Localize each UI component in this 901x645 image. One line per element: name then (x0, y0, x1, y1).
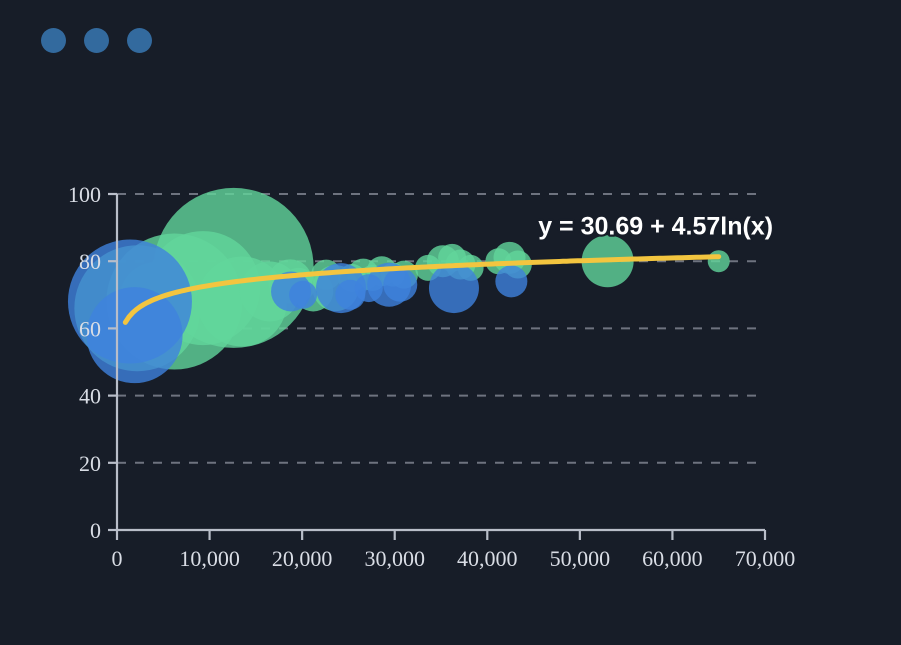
bubble-blue-bubbles-10 (495, 265, 528, 298)
y-tick-label-80: 80 (79, 249, 101, 274)
bubble-blue-bubbles-8 (383, 267, 418, 302)
x-tick-label-70000: 70,000 (735, 546, 796, 571)
annotations-layer: y = 30.69 + 4.57ln(x) (536, 210, 775, 243)
y-tick-label-60: 60 (79, 316, 101, 341)
x-tick-label-20000: 20,000 (272, 546, 333, 571)
trendline-layer (122, 254, 722, 325)
x-tick-label-40000: 40,000 (457, 546, 518, 571)
y-tick-label-100: 100 (68, 182, 101, 207)
bubble-green-bubbles-27 (707, 250, 730, 273)
dot-3-icon (127, 28, 152, 53)
y-tick-label-0: 0 (90, 518, 101, 543)
bubble-blue-bubbles-3 (289, 280, 318, 309)
axes-layer (108, 192, 767, 540)
dot-1-icon (41, 28, 66, 53)
x-tick-label-30000: 30,000 (364, 546, 425, 571)
bubble-blue-bubbles-1 (86, 287, 183, 384)
x-tick-label-0: 0 (112, 546, 123, 571)
dot-2-icon (84, 28, 109, 53)
x-tick-label-10000: 10,000 (179, 546, 240, 571)
decorative-dot-row (41, 28, 152, 53)
bubbles-layer (67, 187, 730, 384)
x-tick-label-50000: 50,000 (550, 546, 611, 571)
tick-labels-layer: 0 20 40 60 80 100 0 10,000 20,000 30,000 40,000 50,… (68, 182, 795, 571)
equation-annotation-0: y = 30.69 + 4.57ln(x) (538, 212, 773, 240)
bubble-blue-bubbles-9 (428, 263, 479, 314)
x-tick-label-60000: 60,000 (642, 546, 703, 571)
y-tick-label-40: 40 (79, 384, 101, 409)
trendline-path (122, 254, 722, 325)
y-tick-label-20: 20 (79, 451, 101, 476)
